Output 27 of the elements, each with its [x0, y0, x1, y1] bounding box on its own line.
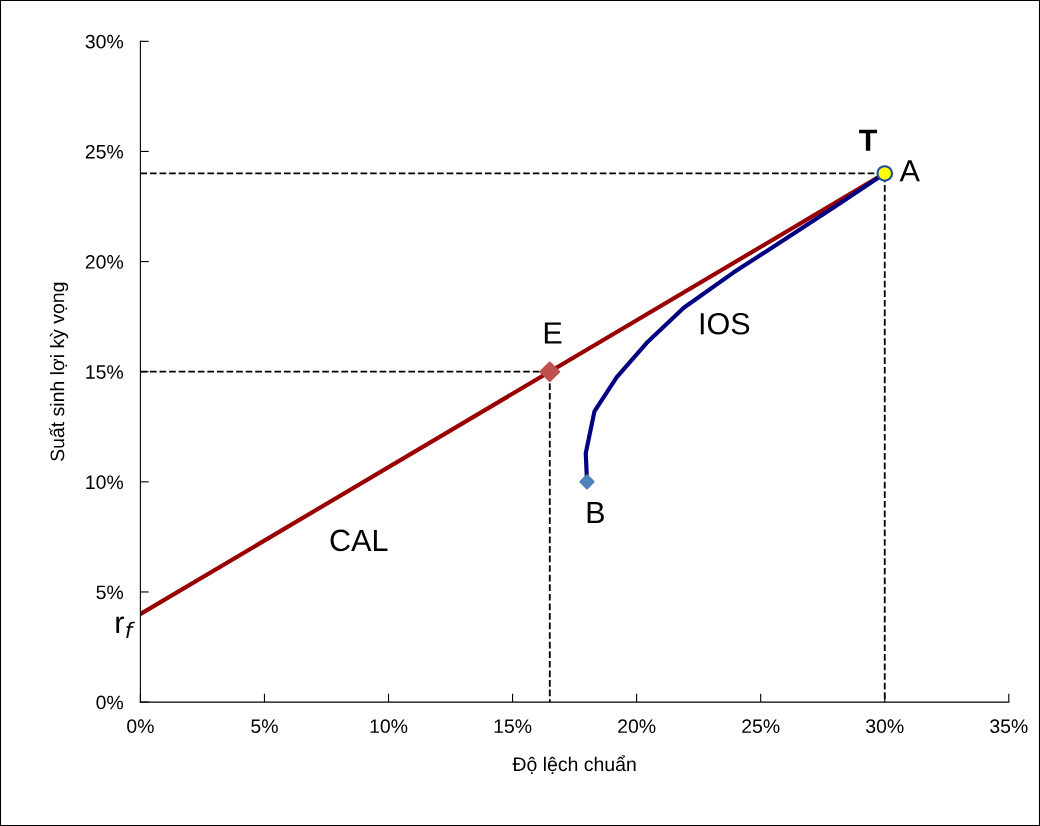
x-tick-label: 10%: [370, 719, 408, 734]
y-tick-label: 0%: [96, 695, 124, 710]
point: [539, 361, 561, 383]
y-axis-title: Suất sinh lợi kỳ vọng: [49, 282, 69, 461]
y-tick-label: 5%: [96, 585, 124, 600]
y-tick-label: 10%: [86, 475, 124, 490]
x-tick-label: 35%: [990, 719, 1028, 734]
x-tick-label: 15%: [494, 719, 532, 734]
x-tick-label: 20%: [618, 719, 656, 734]
x-axis-title: Độ lệch chuẩn: [512, 755, 636, 774]
annotation: CAL: [330, 529, 388, 552]
x-tick-label: 25%: [742, 719, 780, 734]
x-tick-label: 30%: [866, 719, 904, 734]
point: [876, 165, 894, 182]
annotation: r$_{f}$: [116, 616, 135, 638]
annotation: A: [899, 160, 920, 182]
annotation: B: [587, 502, 604, 524]
y-tick-label: 20%: [85, 255, 124, 269]
y-tick-label: 25%: [85, 144, 124, 159]
point: [579, 474, 595, 490]
x-tick-label: 0%: [127, 719, 154, 734]
annotation: T: [859, 129, 878, 151]
annotation: IOS: [700, 312, 750, 335]
y-tick-label: 15%: [86, 365, 124, 379]
y-tick-label: 30%: [85, 34, 124, 49]
annotation: E: [544, 322, 562, 344]
x-tick-label: 5%: [251, 719, 278, 734]
